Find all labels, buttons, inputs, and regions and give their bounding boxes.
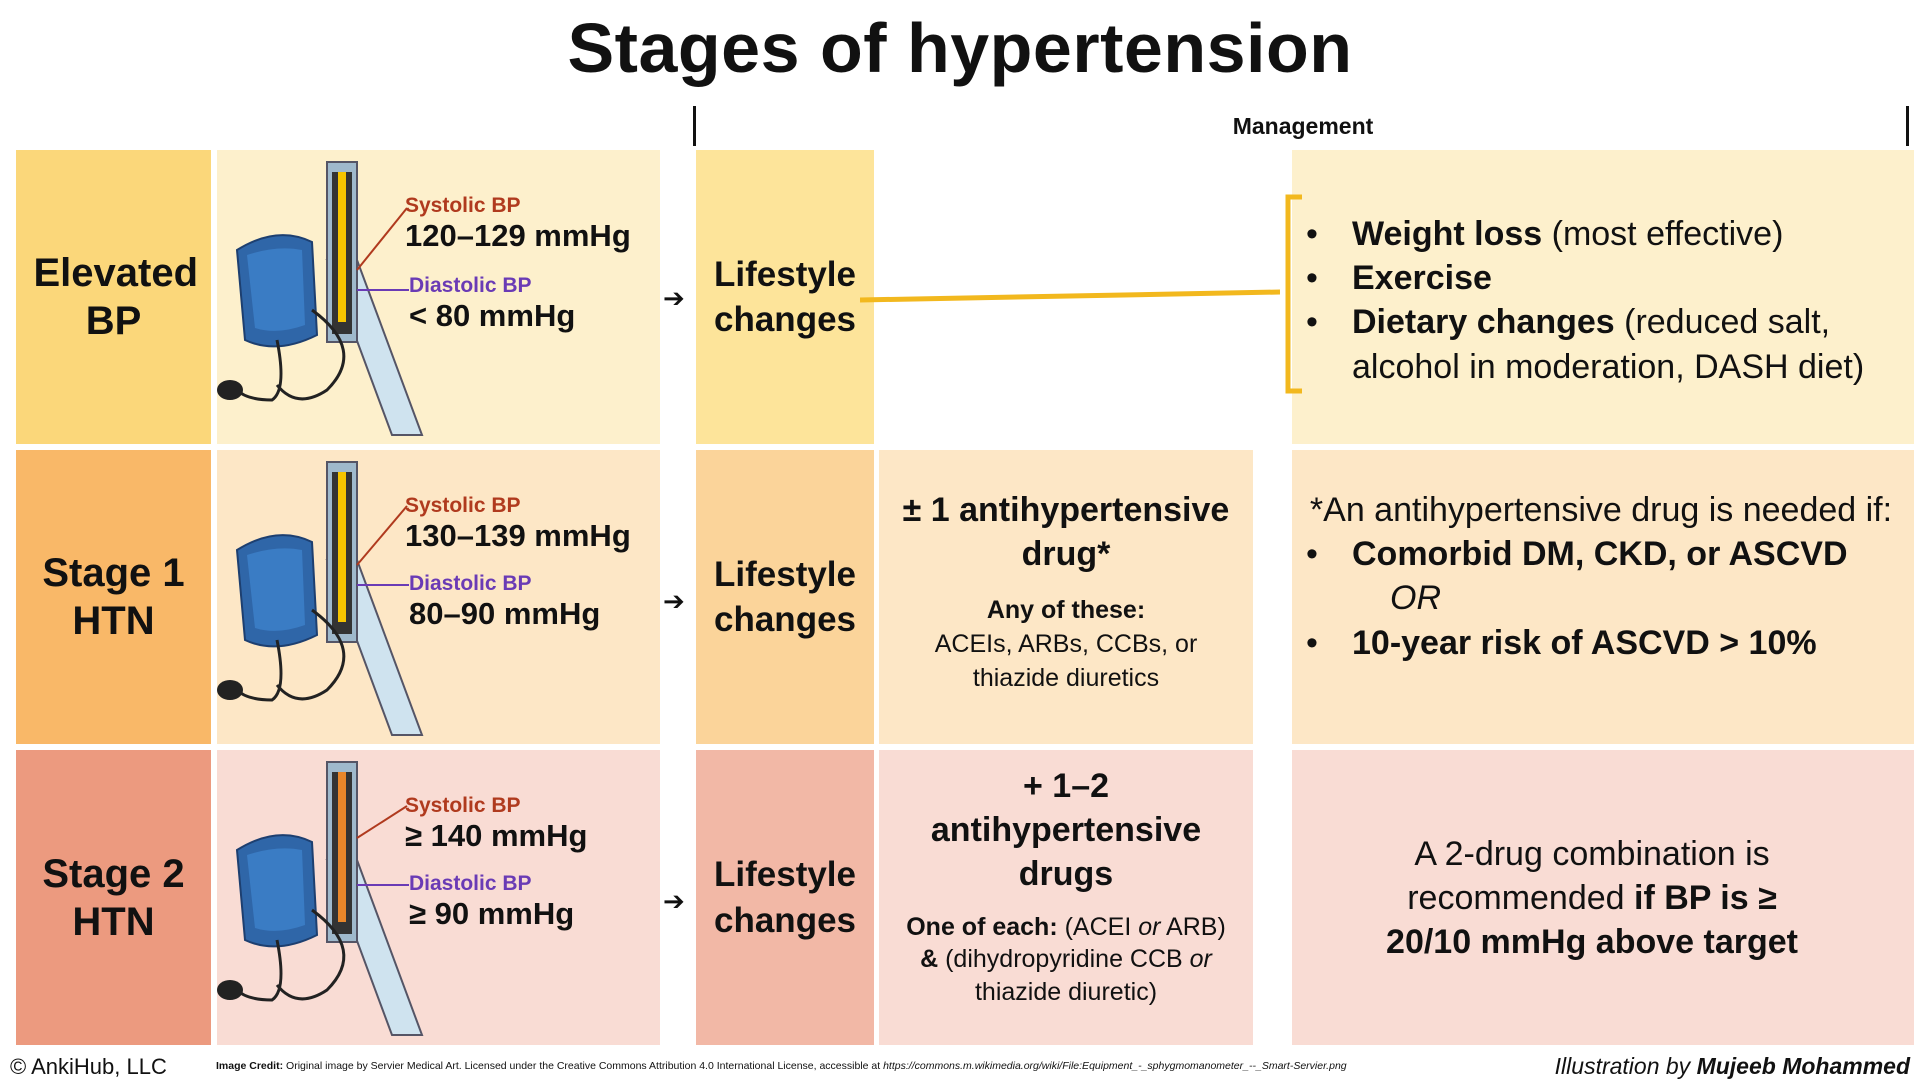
systolic-label: Systolic BP (405, 494, 521, 517)
sphygmomanometer-icon (217, 761, 424, 1036)
lifestyle-connector (860, 289, 1280, 303)
diastolic-value: ≥ 90 mmHg (409, 896, 575, 931)
sphygmomanometer-icon (217, 161, 424, 436)
image-credit: Image Credit: Original image by Servier … (216, 1060, 1347, 1072)
illustration-credit: Illustration by Mujeeb Mohammed (1554, 1053, 1910, 1079)
lifestyle-stage1: Lifestyle changes (696, 450, 874, 744)
systolic-label: Systolic BP (405, 794, 521, 817)
list-item: • Comorbid DM, CKD, or ASCVD (1306, 535, 1848, 574)
drug-panel-stage2: + 1–2 antihypertensive drugs One of each… (879, 750, 1253, 1045)
stage-1-htn: Stage 1 HTN (16, 450, 211, 744)
systolic-value: ≥ 140 mmHg (405, 818, 588, 853)
stage-elevated-bp: Elevated BP (16, 150, 211, 444)
list-item: • Weight loss (most effective) (1306, 215, 1784, 253)
management-label: Management (1232, 113, 1374, 139)
management-bracket-right (1906, 106, 1909, 146)
sphygmomanometer-icon (217, 461, 424, 736)
bracket-icon (1285, 194, 1302, 394)
arrow-icon: ➔ (663, 886, 685, 916)
management-bracket-left (693, 106, 696, 146)
list-item: • Dietary changes (reduced salt, alcohol … (1306, 303, 1865, 386)
diastolic-label: Diastolic BP (409, 274, 532, 297)
lifestyle-info-panel: • Weight loss (most effective) • Exercise … (1285, 150, 1914, 444)
diastolic-value: < 80 mmHg (409, 298, 576, 333)
arrow-icon: ➔ (663, 586, 685, 616)
lifestyle-stage2: Lifestyle changes (696, 750, 874, 1045)
systolic-value: 130–139 mmHg (405, 518, 631, 553)
copyright: © AnkiHub, LLC (10, 1054, 167, 1079)
stage-2-htn: Stage 2 HTN (16, 750, 211, 1045)
bp-panel-stage1: Systolic BP 130–139 mmHg Diastolic BP 80… (217, 450, 660, 744)
bp-panel-stage2: Systolic BP ≥ 140 mmHg Diastolic BP ≥ 90… (217, 750, 660, 1045)
diastolic-label: Diastolic BP (409, 872, 532, 895)
bp-panel-elevated: Systolic BP 120–129 mmHg Diastolic BP < … (217, 150, 660, 444)
systolic-label: Systolic BP (405, 194, 521, 217)
list-item: • Exercise (1306, 259, 1492, 298)
page-title: Stages of hypertension (567, 9, 1353, 87)
list-item: • 10-year risk of ASCVD > 10% (1306, 623, 1817, 662)
diastolic-label: Diastolic BP (409, 572, 532, 595)
drug-panel-stage1: ± 1 antihypertensive drug* Any of these:… (879, 450, 1253, 744)
diastolic-value: 80–90 mmHg (409, 596, 601, 631)
lifestyle-elevated: Lifestyle changes (696, 150, 874, 444)
arrow-icon: ➔ (663, 283, 685, 313)
stage2-info-panel: A 2-drug combination is recommended if B… (1292, 750, 1914, 1045)
systolic-value: 120–129 mmHg (405, 218, 631, 253)
stage1-info-panel: *An antihypertensive drug is needed if: … (1292, 450, 1914, 744)
